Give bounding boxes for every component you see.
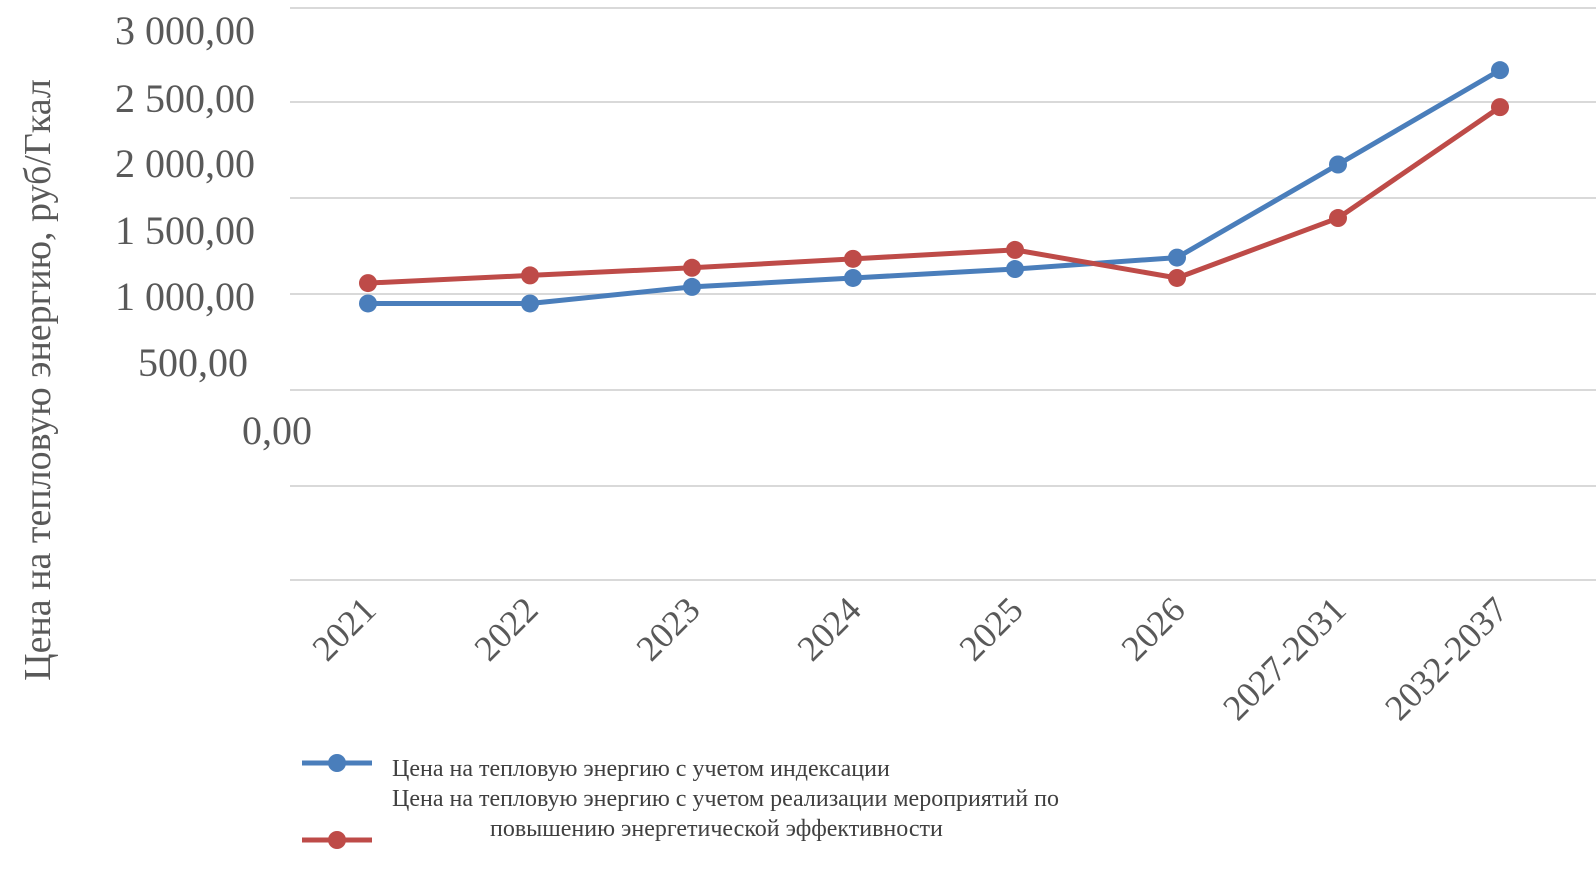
y-axis-tick-labels: 3 000,00 2 500,00 2 000,00 1 500,00 1 000,00…: [115, 8, 312, 453]
data-point: [1168, 248, 1186, 267]
data-point: [844, 249, 862, 268]
y-tick-label: 2 500,00: [115, 76, 255, 121]
data-point: [1329, 155, 1347, 174]
x-tick-label: 2022: [466, 589, 545, 668]
gridlines: [290, 7, 1596, 581]
data-point: [1491, 61, 1509, 80]
y-tick-label: 0,00: [242, 408, 312, 453]
data-point: [1006, 260, 1024, 279]
y-tick-label: 1 500,00: [115, 208, 255, 253]
x-tick-label: 2023: [628, 589, 707, 668]
series-line-2: [367, 105, 1502, 286]
data-point: [1168, 268, 1186, 287]
data-point: [359, 294, 377, 313]
legend-swatch-marker: [328, 831, 346, 849]
x-tick-label: 2021: [304, 589, 383, 668]
data-point: [521, 266, 539, 285]
legend-label: повышению энергетической эффективности: [490, 816, 943, 842]
y-tick-label: 1 000,00: [115, 274, 255, 319]
legend-label: Цена на тепловую энергию с учетом реализ…: [392, 786, 1059, 812]
x-tick-label: 2026: [1113, 589, 1192, 668]
x-axis-tick-labels: 2021 2022 2023 2024 2025 2026 2027-2031 2032-20…: [304, 589, 1515, 728]
x-tick-label: 2032-2037: [1377, 589, 1516, 728]
data-point: [683, 277, 701, 296]
y-tick-label: 3 000,00: [115, 8, 255, 53]
x-tick-label: 2024: [789, 589, 868, 668]
data-point: [1006, 240, 1024, 259]
series-lines: [359, 61, 1509, 313]
data-point: [1491, 98, 1509, 117]
y-tick-label: 2 000,00: [115, 141, 255, 186]
y-axis-label: Цена на тепловую энергию, руб/Гкал: [17, 79, 59, 681]
data-point: [359, 274, 377, 293]
y-tick-label: 500,00: [138, 340, 248, 385]
data-point: [521, 294, 539, 313]
legend-label: Цена на тепловую энергию с учетом индекс…: [392, 756, 890, 782]
x-tick-label: 2025: [951, 589, 1030, 668]
legend: Цена на тепловую энергию с учетом индекс…: [302, 754, 1059, 849]
data-point: [683, 258, 701, 277]
series-line-1: [368, 67, 1502, 306]
data-point: [844, 268, 862, 287]
legend-swatch-marker: [328, 754, 346, 772]
x-tick-label: 2027-2031: [1215, 589, 1354, 728]
data-point: [1329, 209, 1347, 228]
